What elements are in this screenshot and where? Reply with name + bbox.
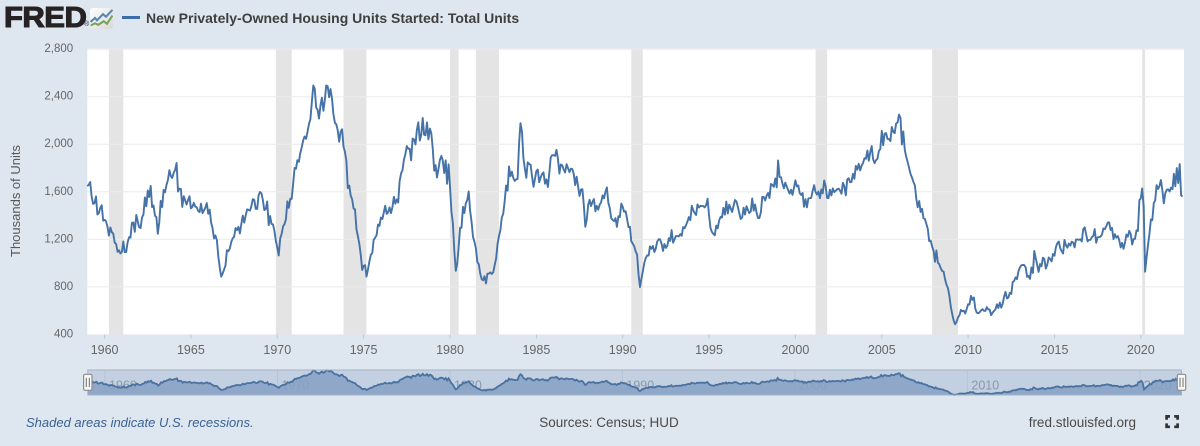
svg-text:1,200: 1,200	[44, 233, 73, 245]
svg-text:400: 400	[54, 329, 73, 341]
svg-text:2,000: 2,000	[44, 138, 73, 150]
svg-text:2010: 2010	[954, 343, 982, 357]
svg-text:1980: 1980	[436, 343, 464, 357]
svg-text:2020: 2020	[1127, 343, 1155, 357]
svg-text:1985: 1985	[522, 343, 550, 357]
svg-text:1965: 1965	[177, 343, 205, 357]
svg-text:2,400: 2,400	[44, 91, 73, 103]
svg-text:1,600: 1,600	[44, 186, 73, 198]
svg-text:2005: 2005	[868, 343, 896, 357]
svg-text:1990: 1990	[609, 343, 637, 357]
svg-text:1975: 1975	[350, 343, 378, 357]
svg-text:1970: 1970	[263, 343, 291, 357]
svg-text:2015: 2015	[1041, 343, 1069, 357]
svg-text:1995: 1995	[695, 343, 723, 357]
svg-text:800: 800	[54, 281, 73, 293]
svg-text:1960: 1960	[91, 343, 119, 357]
svg-text:Thousands of Units: Thousands of Units	[8, 145, 23, 258]
svg-text:2,800: 2,800	[44, 43, 73, 55]
svg-text:2010: 2010	[971, 379, 999, 393]
svg-text:2000: 2000	[781, 343, 809, 357]
